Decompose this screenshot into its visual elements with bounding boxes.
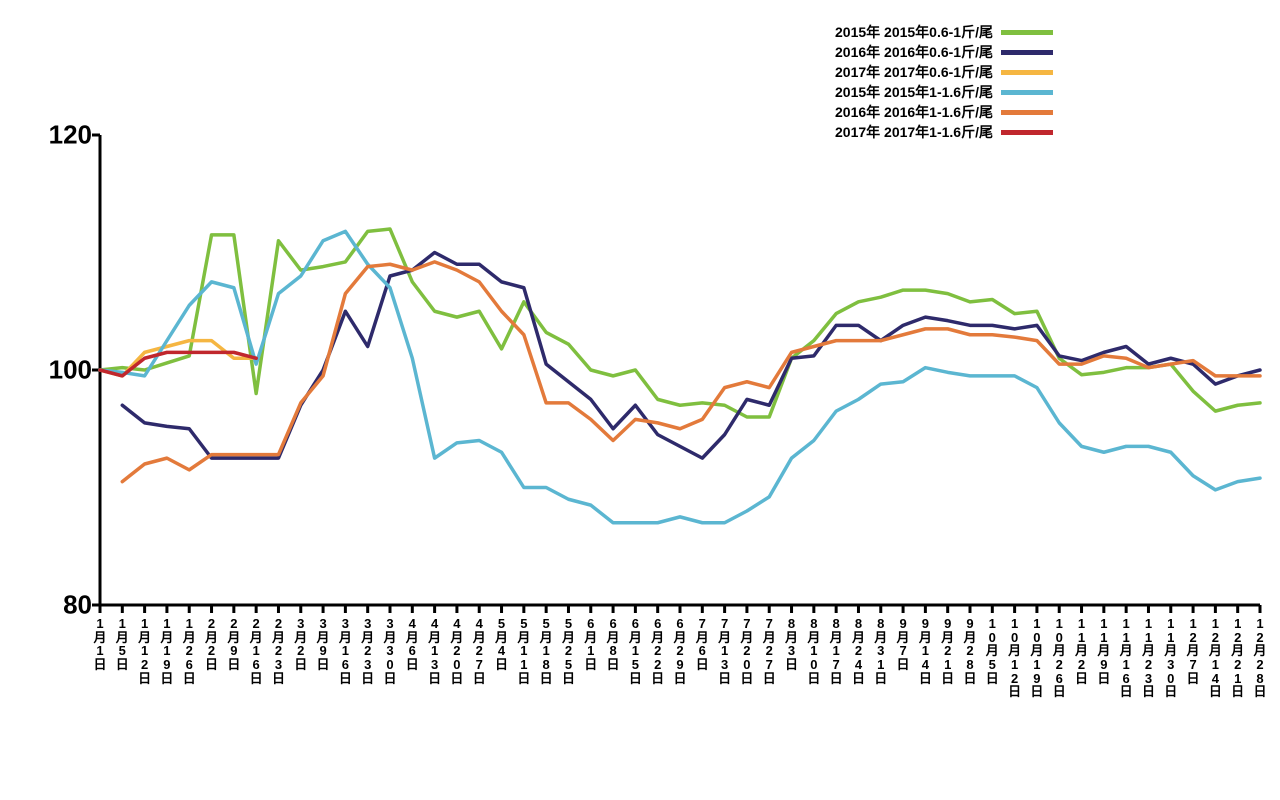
x-tick-label: 4月13日 (428, 617, 441, 685)
x-tick-label: 3月9日 (317, 617, 330, 672)
x-tick-label: 6月22日 (651, 617, 664, 685)
x-tick-label: 10月19日 (1030, 617, 1043, 699)
legend-swatch (1001, 50, 1053, 55)
legend: 2015年 2015年0.6-1斤/尾2016年 2016年0.6-1斤/尾20… (835, 22, 1053, 142)
x-tick-label: 8月10日 (807, 617, 820, 685)
x-tick-label: 1月5日 (116, 617, 129, 672)
x-tick-label: 12月28日 (1253, 617, 1266, 699)
x-tick-label: 1月19日 (160, 617, 173, 685)
x-tick-label: 3月23日 (361, 617, 374, 685)
x-tick-label: 4月27日 (473, 617, 486, 685)
x-tick-label: 9月14日 (919, 617, 932, 685)
x-tick-label: 3月30日 (383, 617, 396, 685)
x-tick-label: 4月6日 (406, 617, 419, 672)
x-tick-label: 10月12日 (1008, 617, 1021, 699)
x-tick-label: 2月16日 (250, 617, 263, 685)
x-tick-label: 11月23日 (1142, 617, 1155, 699)
x-tick-label: 6月29日 (673, 617, 686, 685)
x-tick-label: 7月13日 (718, 617, 731, 685)
x-tick-label: 4月20日 (450, 617, 463, 685)
legend-label: 2015年 2015年1-1.6斤/尾 (835, 82, 993, 102)
x-tick-label: 6月1日 (584, 617, 597, 672)
legend-swatch (1001, 70, 1053, 75)
y-tick-label: 80 (63, 590, 92, 621)
x-tick-label: 1月12日 (138, 617, 151, 685)
x-tick-label: 9月28日 (963, 617, 976, 685)
y-tick-label: 120 (49, 120, 92, 151)
legend-swatch (1001, 30, 1053, 35)
x-tick-label: 8月24日 (852, 617, 865, 685)
legend-swatch (1001, 130, 1053, 135)
x-tick-label: 9月21日 (941, 617, 954, 685)
x-tick-label: 6月15日 (629, 617, 642, 685)
legend-label: 2015年 2015年0.6-1斤/尾 (835, 22, 993, 42)
x-tick-label: 2月9日 (227, 617, 240, 672)
x-tick-label: 5月25日 (562, 617, 575, 685)
legend-item: 2015年 2015年1-1.6斤/尾 (835, 82, 1053, 102)
legend-label: 2017年 2017年0.6-1斤/尾 (835, 62, 993, 82)
x-tick-label: 11月2日 (1075, 617, 1088, 685)
x-tick-label: 7月6日 (696, 617, 709, 672)
x-tick-label: 11月30日 (1164, 617, 1177, 699)
x-tick-label: 3月16日 (339, 617, 352, 685)
x-tick-label: 12月14日 (1209, 617, 1222, 699)
legend-item: 2017年 2017年0.6-1斤/尾 (835, 62, 1053, 82)
y-tick-label: 100 (49, 355, 92, 386)
x-tick-label: 10月26日 (1053, 617, 1066, 699)
legend-label: 2016年 2016年1-1.6斤/尾 (835, 102, 993, 122)
legend-item: 2017年 2017年1-1.6斤/尾 (835, 122, 1053, 142)
legend-item: 2016年 2016年1-1.6斤/尾 (835, 102, 1053, 122)
x-tick-label: 8月17日 (830, 617, 843, 685)
x-tick-label: 5月11日 (517, 617, 530, 685)
x-tick-label: 9月7日 (897, 617, 910, 672)
x-tick-label: 1月26日 (183, 617, 196, 685)
x-tick-label: 5月4日 (495, 617, 508, 672)
x-tick-label: 6月8日 (607, 617, 620, 672)
chart-container: 80 100 120 1月1日 1月5日 1月12日 1月19日 1月26日 2月2日 2月9日… (0, 0, 1280, 800)
legend-swatch (1001, 90, 1053, 95)
x-tick-label: 2月2日 (205, 617, 218, 672)
x-tick-label: 3月2日 (294, 617, 307, 672)
x-tick-label: 7月27日 (763, 617, 776, 685)
x-tick-label: 7月20日 (740, 617, 753, 685)
x-tick-label: 2月23日 (272, 617, 285, 685)
x-tick-label: 11月16日 (1120, 617, 1133, 699)
x-tick-label: 5月18日 (540, 617, 553, 685)
x-tick-label: 1月1日 (93, 617, 106, 672)
series-line (100, 229, 1260, 417)
legend-item: 2015年 2015年0.6-1斤/尾 (835, 22, 1053, 42)
x-tick-label: 8月3日 (785, 617, 798, 672)
x-tick-label: 10月5日 (986, 617, 999, 685)
x-tick-label: 12月7日 (1187, 617, 1200, 685)
legend-item: 2016年 2016年0.6-1斤/尾 (835, 42, 1053, 62)
x-tick-label: 12月21日 (1231, 617, 1244, 699)
legend-swatch (1001, 110, 1053, 115)
x-tick-label: 11月9日 (1097, 617, 1110, 685)
x-tick-label: 8月31日 (874, 617, 887, 685)
legend-label: 2017年 2017年1-1.6斤/尾 (835, 122, 993, 142)
legend-label: 2016年 2016年0.6-1斤/尾 (835, 42, 993, 62)
